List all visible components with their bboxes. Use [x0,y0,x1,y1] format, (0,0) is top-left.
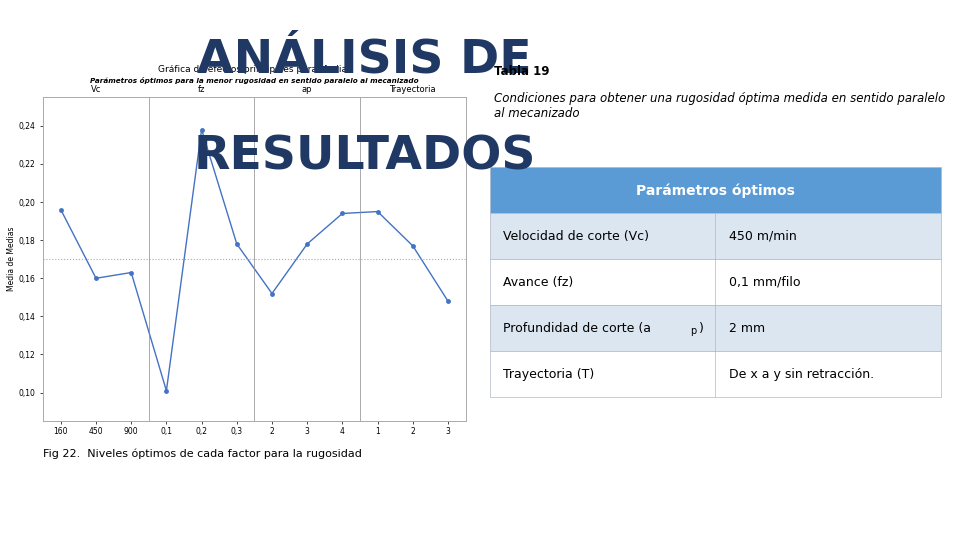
Y-axis label: Media de Medias: Media de Medias [7,227,16,292]
Text: 0,1 mm/filo: 0,1 mm/filo [729,276,801,289]
Text: Parámetros óptimos: Parámetros óptimos [636,183,795,198]
Text: ANÁLISIS DE: ANÁLISIS DE [198,38,532,83]
Text: 450 m/min: 450 m/min [729,230,797,243]
Bar [490,351,941,397]
Text: Fig 22.  Niveles óptimos de cada factor para la rugosidad: Fig 22. Niveles óptimos de cada factor p… [43,448,362,458]
Bar [490,213,941,259]
Text: Trayectoria (T): Trayectoria (T) [503,368,594,381]
Bar [490,167,941,213]
Text: Condiciones para obtener una rugosidad óptima medida en sentido paralelo
al meca: Condiciones para obtener una rugosidad ó… [494,92,946,120]
Text: Tabla 19: Tabla 19 [494,65,550,78]
Text: Avance (fz): Avance (fz) [503,276,573,289]
Bar [490,259,941,305]
Bar [490,305,941,351]
Text: Profundidad de corte (a: Profundidad de corte (a [503,322,651,335]
Text: 2 mm: 2 mm [729,322,765,335]
Text: ): ) [700,322,705,335]
X-axis label: Parámetros óptimos para la menor rugosidad en sentido paralelo al mecanizado: Parámetros óptimos para la menor rugosid… [90,77,419,84]
Text: RESULTADOS: RESULTADOS [194,135,536,180]
Title: Gráfica de efectos principales para Medias: Gráfica de efectos principales para Medi… [157,65,351,74]
Text: p: p [690,326,697,336]
Text: De x a y sin retracción.: De x a y sin retracción. [729,368,874,381]
Text: Velocidad de corte (Vc): Velocidad de corte (Vc) [503,230,649,243]
